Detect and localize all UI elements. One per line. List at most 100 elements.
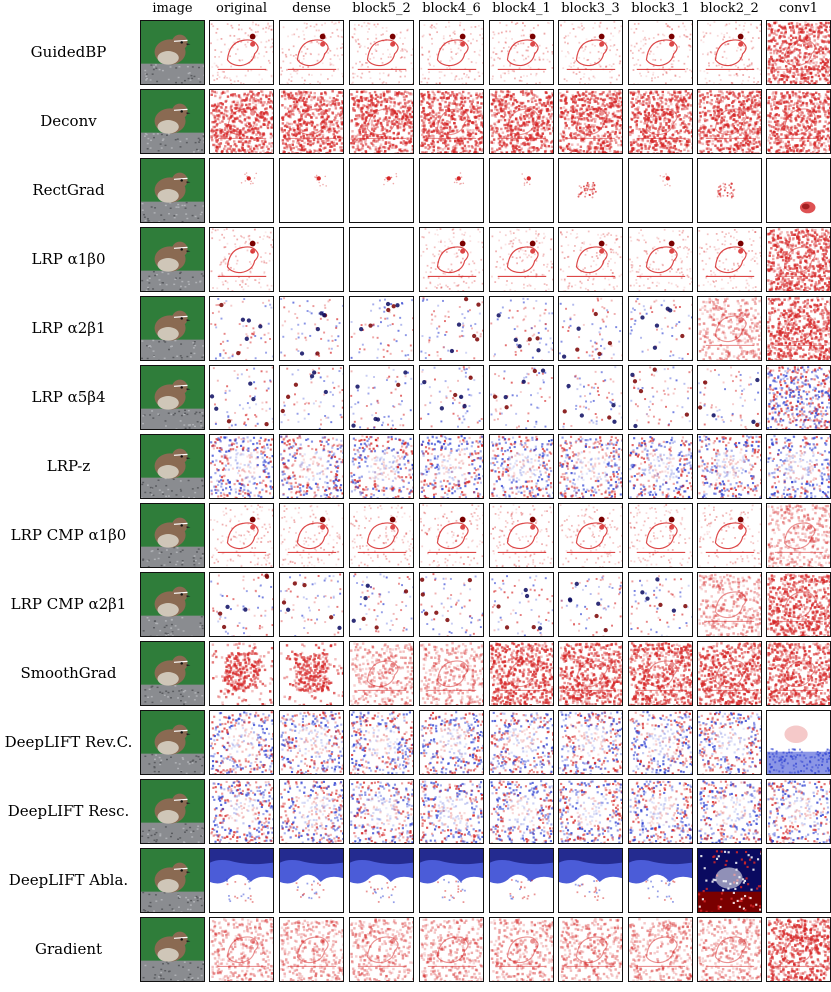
attribution-map-tile — [489, 296, 554, 361]
attribution-map-tile — [209, 503, 274, 568]
input-image-tile — [140, 779, 205, 844]
heatmap-speckle — [280, 297, 343, 360]
heatmap-dense-red — [698, 642, 761, 705]
heatmap-light-red — [350, 918, 413, 981]
bird-photo — [141, 159, 204, 222]
attribution-map-tile — [349, 848, 414, 913]
bird-photo — [141, 297, 204, 360]
heatmap-sparse-red — [490, 504, 553, 567]
heatmap-dense-red — [767, 918, 830, 981]
heatmap-center-red — [280, 642, 343, 705]
attribution-map-tile — [349, 20, 414, 85]
heatmap-blue-top — [490, 849, 553, 912]
attribution-map-tile — [697, 779, 762, 844]
heatmap-sparse-red — [629, 21, 692, 84]
attribution-map-tile — [697, 434, 762, 499]
attribution-map-tile — [628, 917, 693, 982]
attribution-map-tile — [766, 296, 831, 361]
attribution-map-tile — [349, 296, 414, 361]
heatmap-sparse-red — [629, 504, 692, 567]
heatmap-sparse-red — [559, 504, 622, 567]
column-header-block3-1: block3_1 — [624, 0, 697, 18]
heatmap-mixed — [420, 435, 483, 498]
heatmap-mixed — [629, 780, 692, 843]
attribution-map-tile — [419, 779, 484, 844]
heatmap-light-red — [490, 918, 553, 981]
attribution-map-tile — [349, 779, 414, 844]
heatmap-sparse-red — [420, 228, 483, 291]
attribution-map-tile — [628, 296, 693, 361]
attribution-map-tile — [349, 641, 414, 706]
attribution-map-tile — [209, 296, 274, 361]
heatmap-dense-red — [210, 90, 273, 153]
heatmap-mixed — [280, 780, 343, 843]
heatmap-sparse-red — [420, 504, 483, 567]
attribution-map-tile — [489, 365, 554, 430]
heatmap-speckle — [562, 366, 622, 429]
heatmap-mixed — [629, 711, 692, 774]
attribution-map-tile — [558, 503, 623, 568]
heatmap-mixed — [559, 711, 622, 774]
heatmap-sparse-red — [560, 21, 622, 84]
row-label: DeepLIFT Abla. — [0, 870, 137, 890]
bird-photo — [141, 228, 204, 291]
attribution-map-tile — [209, 779, 274, 844]
input-image-tile — [140, 503, 205, 568]
attribution-map-tile — [209, 365, 274, 430]
heatmap-light-red — [350, 642, 413, 705]
attribution-map-tile — [349, 158, 414, 223]
heatmap-speckle — [420, 573, 483, 636]
attribution-map-tile — [489, 20, 554, 85]
attribution-map-tile — [279, 365, 344, 430]
heatmap-blank — [767, 849, 830, 912]
attribution-map-tile — [628, 779, 693, 844]
attribution-map-tile — [209, 572, 274, 637]
attribution-map-tile — [558, 158, 623, 223]
bird-photo — [141, 21, 204, 84]
attribution-map-tile — [209, 89, 274, 154]
heatmap-sparse-red — [559, 229, 622, 291]
input-image-tile — [140, 572, 205, 637]
row-label: Deconv — [0, 111, 137, 131]
attribution-map-tile — [489, 848, 554, 913]
bird-photo — [141, 780, 204, 843]
heatmap-dot — [659, 173, 671, 187]
attribution-map-tile — [489, 89, 554, 154]
heatmap-mixed — [350, 780, 413, 843]
heatmap-dense-red — [420, 90, 483, 153]
heatmap-mixed — [350, 711, 413, 774]
row-label: LRP CMP α2β1 — [0, 594, 137, 614]
attribution-map-tile — [628, 848, 693, 913]
heatmap-dense-red — [767, 573, 830, 636]
heatmap-dense-red — [767, 228, 830, 291]
bird-photo — [141, 90, 204, 153]
heatmap-speckle — [491, 575, 553, 636]
heatmap-light-red — [280, 919, 343, 981]
bird-photo — [141, 504, 204, 567]
attribution-map-tile — [697, 158, 762, 223]
attribution-map-tile — [628, 20, 693, 85]
heatmap-mixed — [210, 436, 273, 498]
attribution-map-tile — [489, 917, 554, 982]
attribution-map-tile — [209, 227, 274, 292]
attribution-map-tile — [419, 848, 484, 913]
heatmap-light-red — [210, 918, 273, 981]
row-label: LRP α1β0 — [0, 249, 137, 269]
heatmap-mixed — [490, 711, 553, 774]
heatmap-speckle — [420, 366, 483, 428]
heatmap-blue-bottom — [767, 725, 830, 774]
input-image-tile — [140, 641, 205, 706]
heatmap-blue-top — [420, 849, 483, 912]
heatmap-mixed — [210, 711, 273, 774]
bird-photo — [141, 711, 204, 774]
heatmap-speckle — [629, 575, 692, 636]
heatmap-sparse-red — [699, 21, 761, 84]
attribution-map-tile — [558, 779, 623, 844]
heatmap-dense-red — [767, 21, 830, 84]
attribution-map-tile — [766, 89, 831, 154]
heatmap-sparse-red — [491, 228, 553, 291]
row-label: SmoothGrad — [0, 663, 137, 683]
heatmap-dot — [453, 172, 465, 185]
attribution-map-tile — [766, 503, 831, 568]
attribution-map-tile — [697, 365, 762, 430]
